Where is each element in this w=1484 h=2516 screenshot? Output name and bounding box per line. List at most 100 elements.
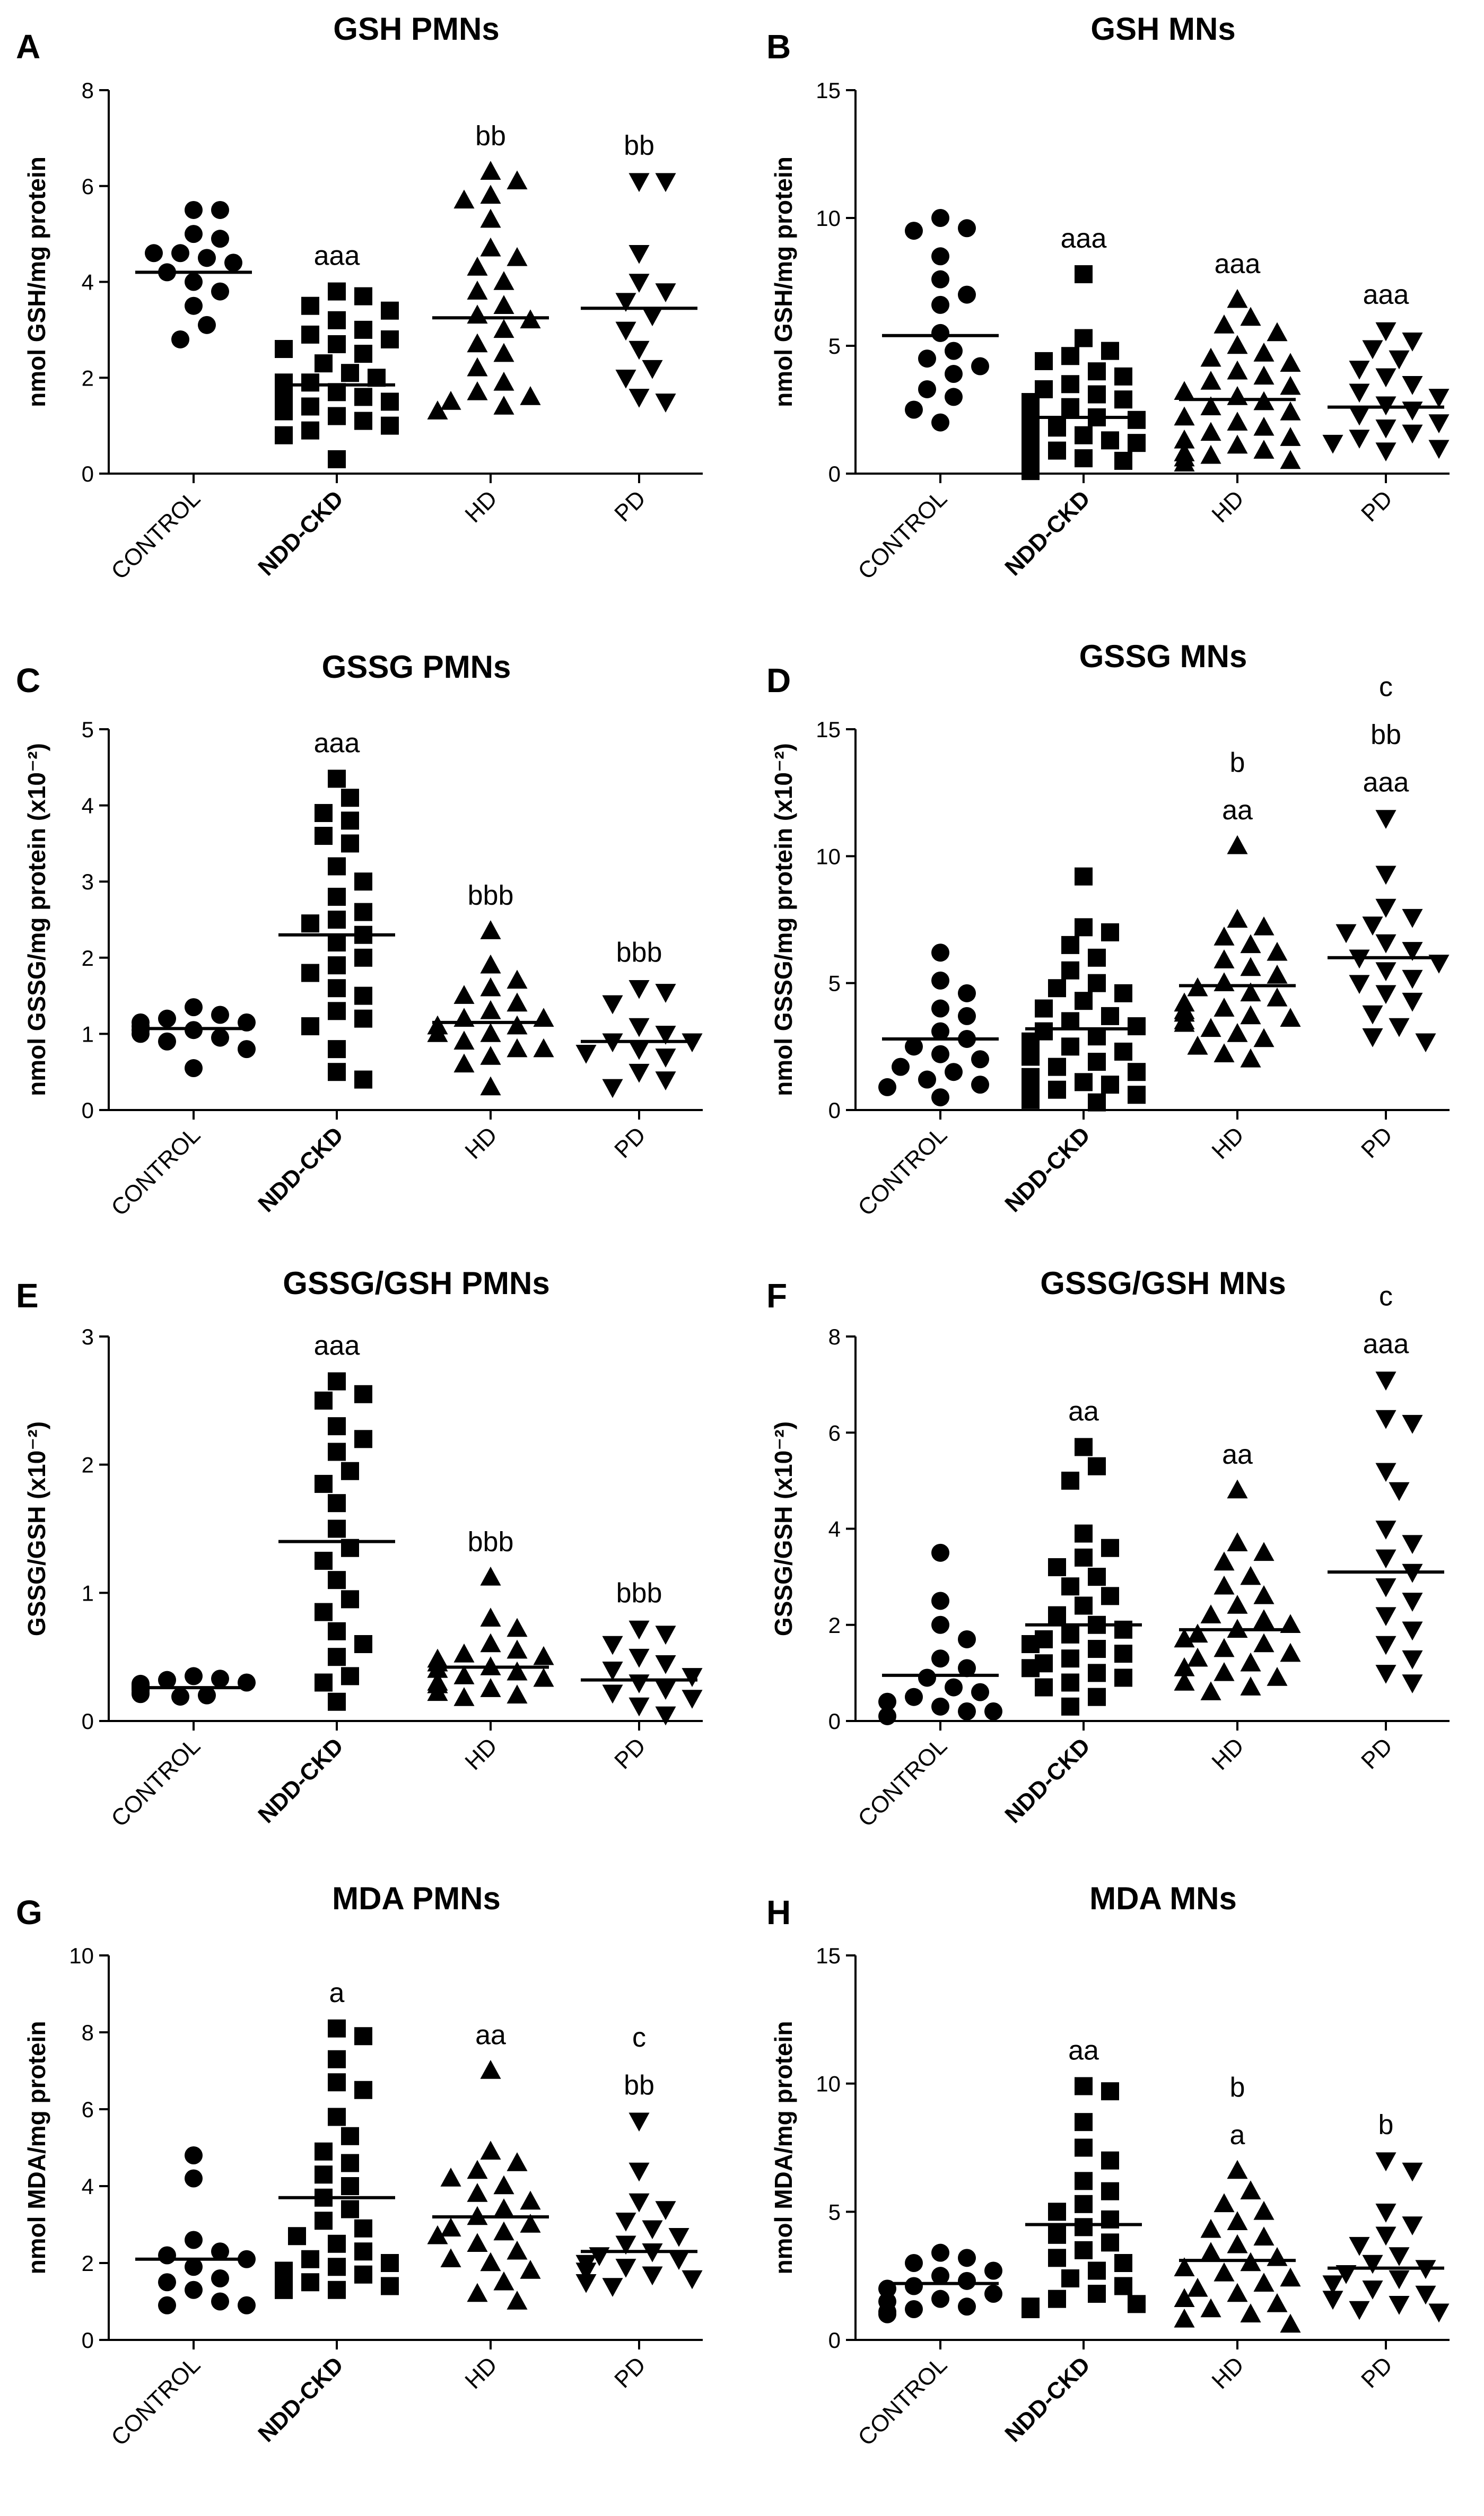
data-point xyxy=(480,161,501,180)
data-point xyxy=(1174,2257,1195,2276)
data-point xyxy=(958,2249,976,2267)
data-point xyxy=(1362,1028,1383,1047)
data-point xyxy=(945,388,963,406)
data-point xyxy=(520,386,541,405)
data-point xyxy=(918,1668,936,1687)
data-point xyxy=(328,911,346,929)
data-point xyxy=(1200,1018,1221,1037)
data-point xyxy=(1075,2172,1093,2190)
data-point xyxy=(453,1687,475,1706)
data-point xyxy=(315,1391,333,1410)
data-point xyxy=(1375,1549,1396,1569)
data-point xyxy=(1061,1625,1079,1644)
data-point xyxy=(480,920,501,939)
y-tick-label: 15 xyxy=(816,717,841,742)
data-point xyxy=(224,254,242,272)
x-category-label: PD xyxy=(609,485,651,527)
data-point xyxy=(328,1494,346,1513)
data-point xyxy=(931,1543,949,1562)
data-point xyxy=(1375,1371,1396,1391)
data-point xyxy=(493,2271,514,2291)
data-point xyxy=(1088,1093,1106,1112)
chart-title: GSSG MNs xyxy=(1079,639,1247,674)
data-point xyxy=(615,2258,636,2278)
data-point xyxy=(1114,390,1132,409)
data-point xyxy=(1048,418,1066,437)
chart-title: MDA MNs xyxy=(1089,1881,1237,1916)
data-point xyxy=(301,397,319,416)
y-tick-label: 4 xyxy=(82,270,94,295)
data-point xyxy=(328,887,346,906)
data-point xyxy=(1240,2303,1261,2322)
data-point xyxy=(453,189,475,209)
x-category-label: CONTROL xyxy=(106,1733,205,1832)
data-point xyxy=(1101,1539,1119,1557)
data-point xyxy=(628,2112,650,2132)
data-point xyxy=(1114,367,1132,386)
y-axis-title: nmol GSH/mg protein xyxy=(770,156,797,407)
data-point xyxy=(1428,2303,1450,2323)
data-point xyxy=(185,225,203,243)
data-point xyxy=(642,360,663,379)
data-point xyxy=(1280,427,1301,446)
data-point xyxy=(185,2231,203,2249)
x-category-label: NDD-CKD xyxy=(253,1122,348,1217)
data-point xyxy=(328,311,346,329)
data-point xyxy=(354,412,372,430)
data-point xyxy=(1200,1681,1221,1700)
data-point xyxy=(1214,314,1235,334)
data-point xyxy=(905,1037,923,1056)
data-point xyxy=(1128,1063,1146,1081)
data-point xyxy=(185,1667,203,1685)
data-point xyxy=(1200,396,1221,415)
data-point xyxy=(1048,441,1066,460)
data-point xyxy=(328,2281,346,2299)
x-category-label: HD xyxy=(460,1733,502,1775)
data-point xyxy=(467,256,488,276)
data-point xyxy=(507,1661,528,1681)
data-point xyxy=(905,400,923,419)
x-category-label: HD xyxy=(460,485,502,528)
data-point xyxy=(1227,335,1248,354)
data-point xyxy=(480,1678,501,1697)
data-point xyxy=(467,2183,488,2202)
data-point xyxy=(1428,389,1450,408)
data-point xyxy=(1061,375,1079,394)
x-category-label: HD xyxy=(1207,1733,1249,1775)
data-point xyxy=(628,980,650,999)
data-point xyxy=(1214,1043,1235,1062)
data-point xyxy=(655,173,676,193)
data-point xyxy=(1200,371,1221,390)
data-point xyxy=(1200,2298,1221,2318)
data-point xyxy=(575,2274,597,2293)
data-point xyxy=(1375,2204,1396,2223)
data-point xyxy=(493,2175,514,2195)
data-point xyxy=(1114,451,1132,470)
data-point xyxy=(1061,1673,1079,1692)
data-point xyxy=(1267,2247,1288,2266)
data-point xyxy=(1075,2113,1093,2131)
data-point xyxy=(493,396,514,415)
data-point xyxy=(1349,383,1370,403)
data-point xyxy=(211,2269,229,2287)
data-point xyxy=(628,340,650,360)
data-point xyxy=(198,249,216,267)
significance-label: aa xyxy=(1222,1439,1253,1470)
data-point xyxy=(198,1686,216,1705)
chart-panel-g: G MDA PMNs 0 2 4 6 8 10 nmol MDA/mg protein CONTR… xyxy=(16,1881,703,2451)
data-point xyxy=(1035,999,1053,1018)
chart-panel-d: D GSSG MNs 0 5 10 15 nmol GSSG/mg protein (x10… xyxy=(766,639,1450,1221)
data-point xyxy=(1075,426,1093,444)
data-point xyxy=(1402,908,1423,928)
data-point xyxy=(301,1017,319,1036)
x-category-label: PD xyxy=(1356,2352,1398,2393)
data-point xyxy=(354,388,372,406)
data-point xyxy=(958,1702,976,1720)
data-point xyxy=(892,1058,910,1076)
significance-label: aaa xyxy=(1363,279,1409,310)
data-point xyxy=(1402,1650,1423,1670)
data-point xyxy=(1075,1073,1093,1091)
data-point xyxy=(354,287,372,305)
data-point xyxy=(467,281,488,300)
